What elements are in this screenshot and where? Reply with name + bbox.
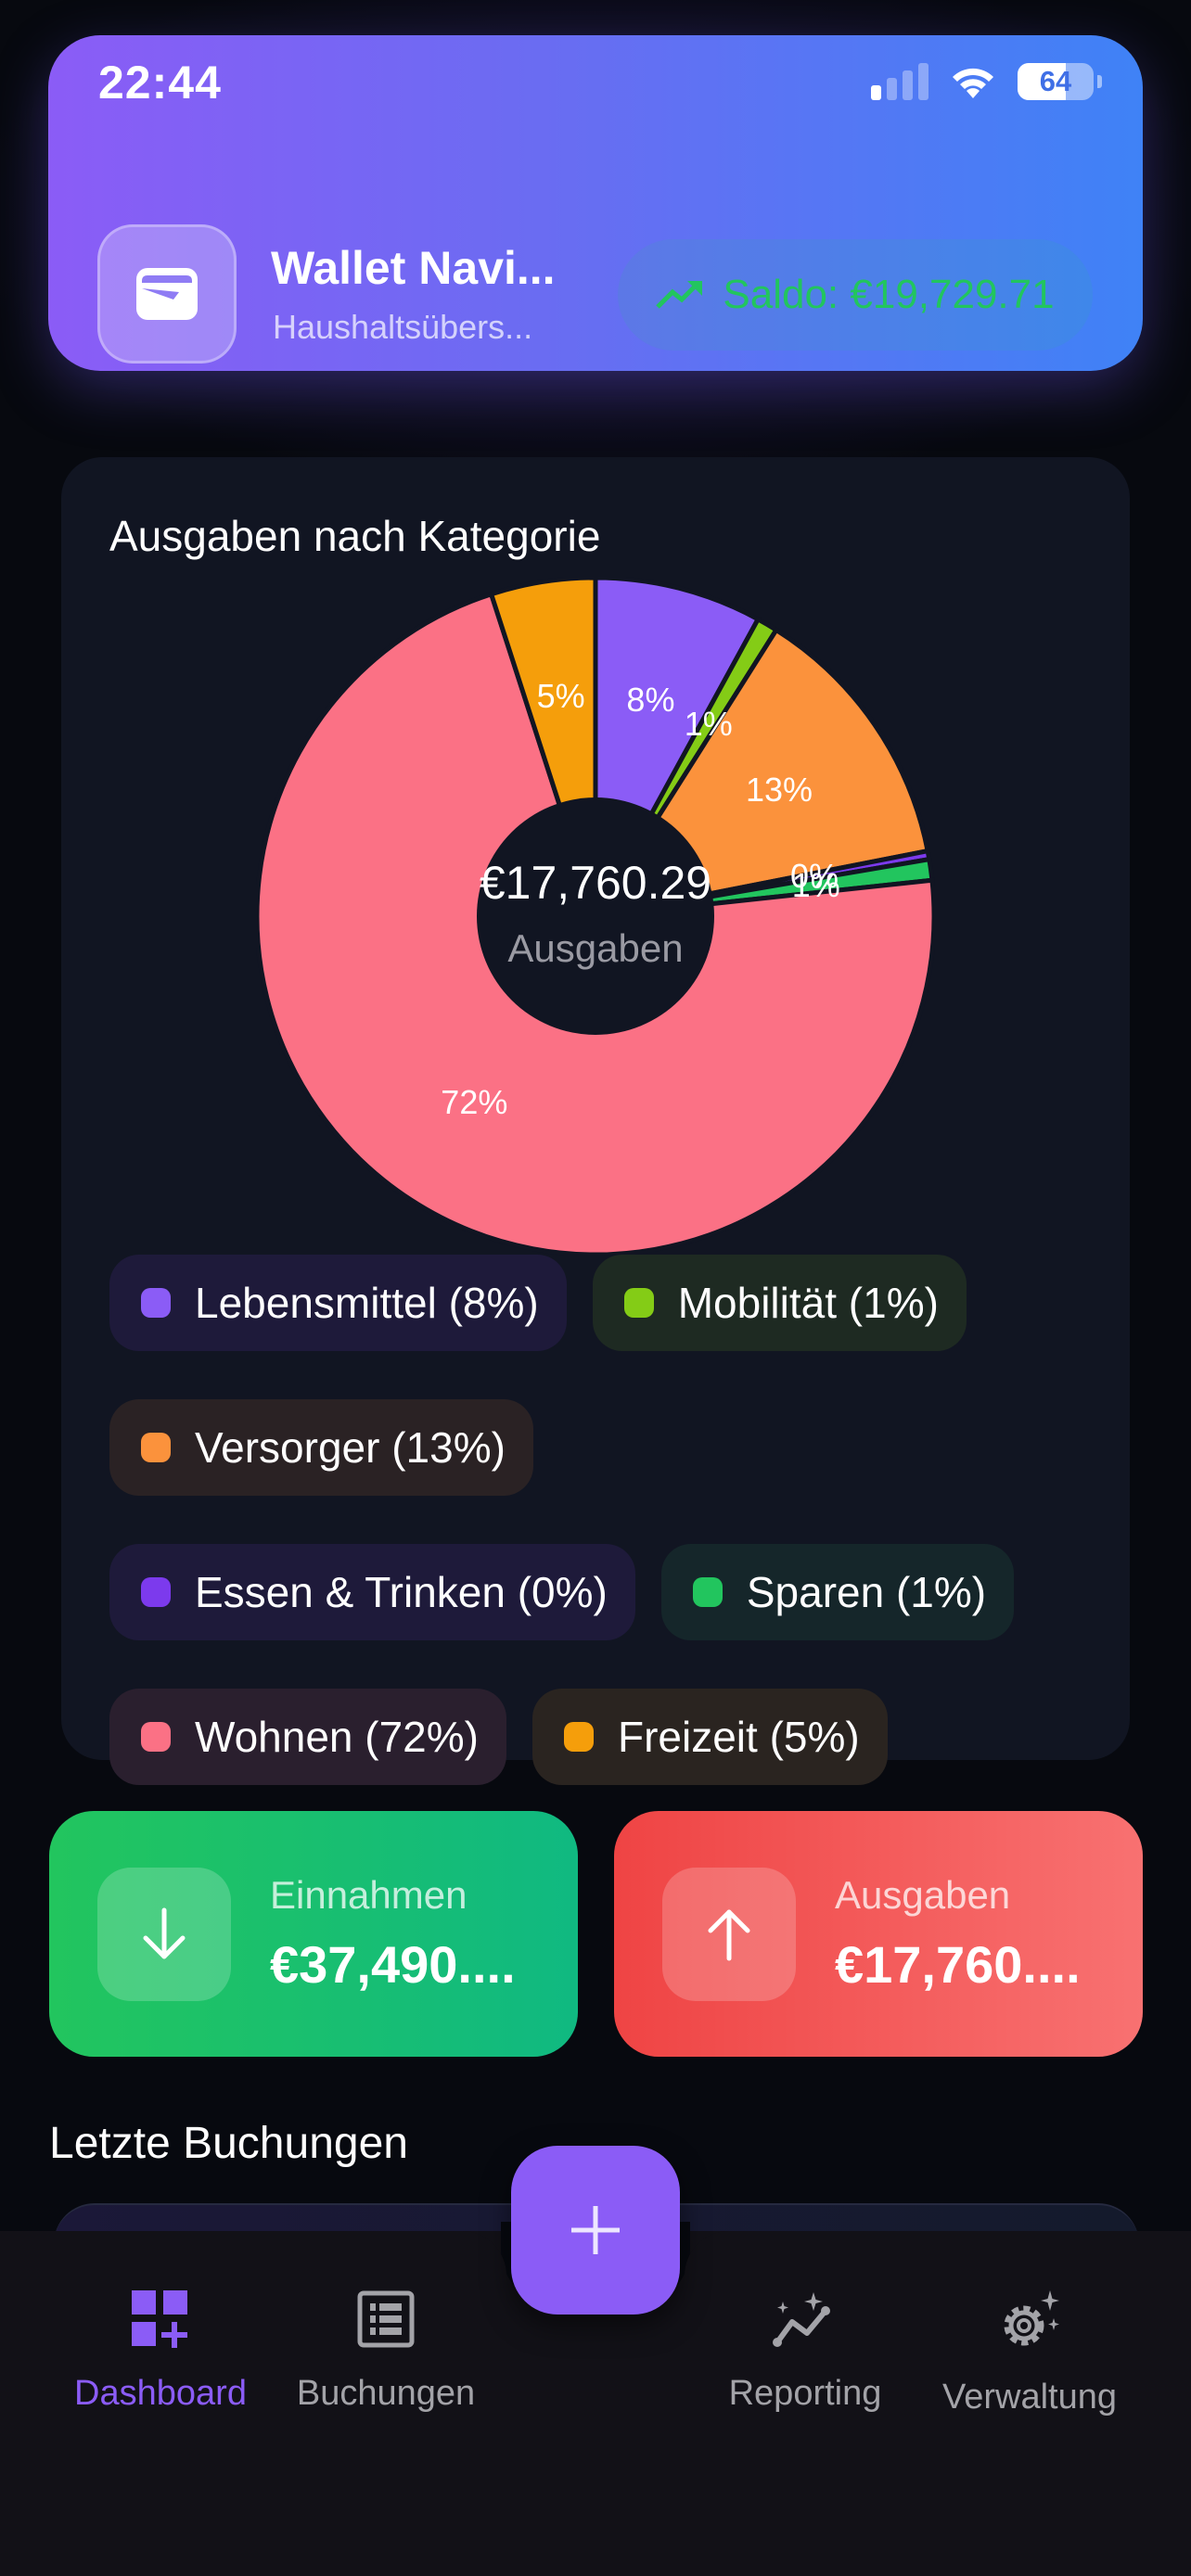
saldo-badge[interactable]: Saldo: €19,729.71 bbox=[618, 239, 1093, 351]
legend-dot bbox=[141, 1433, 171, 1462]
add-transaction-button[interactable] bbox=[511, 2146, 680, 2315]
slice-percent-label: 0% bbox=[790, 856, 839, 895]
arrow-down-icon bbox=[143, 1907, 186, 1958]
trending-up-icon bbox=[656, 281, 703, 309]
sparkle-chart-icon bbox=[773, 2292, 830, 2347]
legend-chip-freizeit[interactable]: Freizeit (5%) bbox=[532, 1689, 888, 1785]
nav-label: Verwaltung bbox=[941, 2378, 1117, 2417]
legend-dot bbox=[623, 1288, 654, 1318]
nav-label: Dashboard bbox=[74, 2374, 247, 2413]
legend-dot bbox=[692, 1577, 723, 1607]
chart-title: Ausgaben nach Kategorie bbox=[109, 512, 601, 560]
category-donut-chart[interactable] bbox=[256, 577, 935, 1256]
nav-dashboard[interactable]: Dashboard bbox=[49, 2290, 272, 2414]
recent-transactions-title: Letzte Buchungen bbox=[49, 2119, 408, 2168]
nav-verwaltung[interactable]: Verwaltung bbox=[918, 2290, 1141, 2417]
battery-icon: 64 bbox=[1018, 63, 1094, 100]
income-card[interactable]: Einnahmen €37,490.... bbox=[49, 1811, 578, 2057]
legend-chip-sparen[interactable]: Sparen (1%) bbox=[660, 1544, 1015, 1640]
legend-label: Essen & Trinken (0%) bbox=[195, 1568, 608, 1616]
expense-label: Ausgaben bbox=[835, 1873, 1011, 1917]
legend-label: Freizeit (5%) bbox=[618, 1713, 860, 1761]
slice-percent-label: 5% bbox=[536, 676, 585, 715]
app-subtitle: Haushaltsübers... bbox=[273, 308, 533, 346]
center-amount: €17,760.29 bbox=[479, 857, 712, 909]
nav-label: Buchungen bbox=[296, 2374, 476, 2413]
slice-percent-label: 13% bbox=[745, 771, 813, 810]
nav-reporting[interactable]: Reporting bbox=[694, 2290, 916, 2414]
legend-dot bbox=[141, 1722, 171, 1752]
battery-level: 64 bbox=[1039, 65, 1072, 97]
income-value: €37,490.... bbox=[270, 1935, 516, 1994]
slice-percent-label: 1% bbox=[791, 866, 840, 905]
nav-left-edge bbox=[0, 2231, 506, 2287]
saldo-text: Saldo: €19,729.71 bbox=[723, 272, 1055, 317]
legend-chip-mobilitaet[interactable]: Mobilität (1%) bbox=[592, 1255, 967, 1351]
legend-dot bbox=[141, 1288, 171, 1318]
donut-hole bbox=[477, 797, 714, 1035]
expense-icon-box bbox=[662, 1867, 796, 2001]
legend-label: Versorger (13%) bbox=[195, 1423, 506, 1472]
income-label: Einnahmen bbox=[270, 1873, 467, 1917]
legend-chip-essen-trinken[interactable]: Essen & Trinken (0%) bbox=[109, 1544, 635, 1640]
status-time: 22:44 bbox=[98, 57, 222, 108]
slice-percent-label: 1% bbox=[684, 705, 733, 744]
cellular-signal-icon bbox=[871, 63, 928, 100]
category-chart-card: Ausgaben nach Kategorie 8% 1% 13% 0% 1% 72% 5%… bbox=[61, 457, 1130, 1785]
nav-label: Reporting bbox=[728, 2374, 882, 2413]
dashboard-icon bbox=[132, 2290, 187, 2348]
legend-chip-lebensmittel[interactable]: Lebensmittel (8%) bbox=[109, 1255, 567, 1351]
legend-dot bbox=[564, 1722, 594, 1752]
plus-icon bbox=[571, 2206, 620, 2254]
legend-chip-wohnen[interactable]: Wohnen (72%) bbox=[109, 1689, 506, 1785]
chart-legend: Lebensmittel (8%) Mobilität (1%) Versorg… bbox=[109, 1255, 1093, 1785]
list-icon bbox=[357, 2290, 415, 2348]
wallet-icon bbox=[136, 268, 198, 320]
expense-card[interactable]: Ausgaben €17,760.... bbox=[614, 1811, 1143, 2057]
expense-value: €17,760.... bbox=[835, 1935, 1081, 1994]
nav-buchungen[interactable]: Buchungen bbox=[275, 2290, 497, 2414]
app-title: Wallet Navi... bbox=[271, 242, 556, 294]
legend-label: Wohnen (72%) bbox=[195, 1713, 479, 1761]
legend-label: Lebensmittel (8%) bbox=[195, 1279, 539, 1327]
slice-percent-label: 8% bbox=[626, 681, 675, 720]
app-logo[interactable] bbox=[97, 224, 237, 363]
income-icon-box bbox=[97, 1867, 231, 2001]
app-header: 22:44 64 Wallet Navi... Haushaltsübers..… bbox=[48, 35, 1143, 371]
arrow-up-icon bbox=[708, 1909, 750, 1960]
legend-label: Mobilität (1%) bbox=[677, 1279, 939, 1327]
slice-percent-label: 72% bbox=[441, 1083, 508, 1122]
legend-dot bbox=[141, 1577, 171, 1607]
center-label: Ausgaben bbox=[507, 926, 684, 970]
nav-right-edge bbox=[685, 2231, 1191, 2287]
legend-label: Sparen (1%) bbox=[746, 1568, 987, 1616]
sparkle-gear-icon bbox=[1004, 2290, 1059, 2346]
wifi-icon bbox=[953, 68, 993, 98]
legend-chip-versorger[interactable]: Versorger (13%) bbox=[109, 1399, 533, 1496]
status-icons: 64 bbox=[871, 63, 1102, 100]
battery-tip bbox=[1097, 75, 1102, 88]
